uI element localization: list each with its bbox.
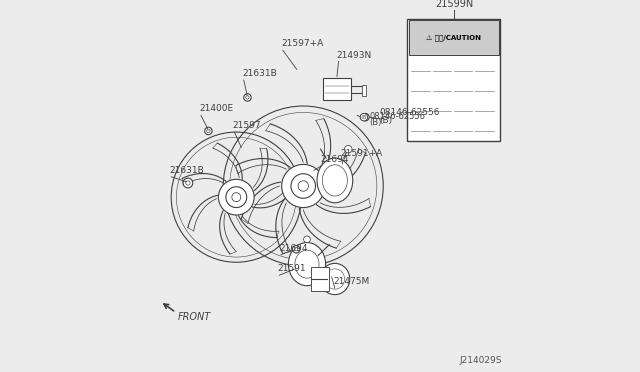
Circle shape [362,113,369,121]
Ellipse shape [320,263,349,295]
Text: 21599N: 21599N [435,0,473,9]
Text: 21694: 21694 [279,244,308,253]
Text: B: B [362,115,366,120]
Text: 21591+A: 21591+A [340,149,383,158]
Circle shape [303,236,310,243]
Text: 21631B: 21631B [242,69,276,78]
Ellipse shape [289,243,326,286]
Bar [362,85,366,96]
Bar [408,19,500,141]
Text: 21597+A: 21597+A [281,39,323,48]
Circle shape [282,164,325,208]
Text: (B): (B) [369,118,381,127]
Text: 21493N: 21493N [337,51,372,60]
Bar [323,78,351,100]
Text: 08146-62556: 08146-62556 [380,108,440,117]
Text: FRONT: FRONT [178,312,211,323]
Circle shape [183,178,193,188]
Text: 21631B: 21631B [170,166,204,175]
Text: ⚠ 注意/CAUTION: ⚠ 注意/CAUTION [426,34,481,41]
Circle shape [218,179,254,215]
Circle shape [205,127,212,135]
Text: 21694: 21694 [320,155,349,164]
Circle shape [360,113,367,121]
Text: 21597: 21597 [232,121,261,130]
Ellipse shape [317,158,353,203]
Text: J214029S: J214029S [460,356,502,365]
Text: 21475M: 21475M [333,278,369,286]
Circle shape [244,94,251,101]
Text: (B): (B) [380,116,393,125]
Text: 21591: 21591 [277,264,306,273]
Text: 21400E: 21400E [199,105,233,113]
Bar [410,20,499,55]
Bar [311,266,329,292]
Circle shape [292,246,300,253]
Text: 08146-62556: 08146-62556 [369,112,425,121]
Circle shape [344,145,352,153]
